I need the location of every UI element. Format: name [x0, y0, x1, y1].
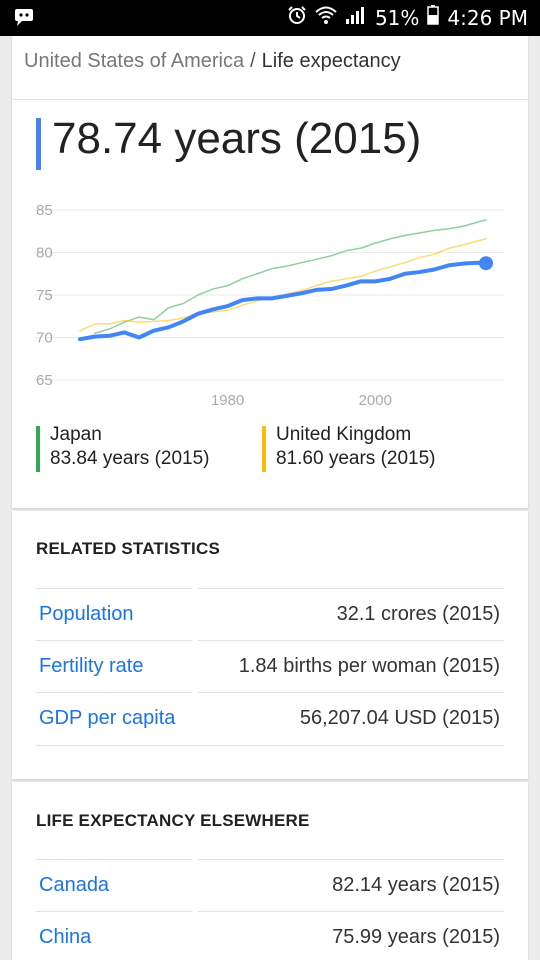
series-line-japan	[94, 219, 487, 334]
alarm-icon	[287, 5, 307, 30]
breadcrumb-separator: /	[250, 50, 256, 72]
life-expectancy-elsewhere-title: LIFE EXPECTANCY ELSEWHERE	[36, 811, 310, 830]
stat-value: 32.1 crores (2015)	[336, 603, 500, 625]
breadcrumb: United States of America / Life expectancy	[24, 50, 401, 73]
y-tick-label: 65	[36, 372, 53, 389]
country-value: 82.14 years (2015)	[332, 874, 500, 896]
status-bar: 51% 4:26 PM	[0, 0, 540, 36]
breadcrumb-topic: Life expectancy	[261, 50, 401, 72]
country-label[interactable]: Canada	[39, 874, 110, 896]
y-tick-label: 85	[36, 202, 53, 219]
series-endpoint-united-states-of-america	[479, 256, 493, 271]
x-tick-label: 2000	[359, 392, 392, 409]
country-value: 75.99 years (2015)	[332, 926, 500, 948]
y-tick-label: 75	[36, 287, 53, 304]
battery-icon	[427, 5, 440, 30]
stat-row-population[interactable]: Population 32.1 crores (2015)	[36, 588, 504, 640]
legend-value: 83.84 years (2015)	[50, 448, 210, 469]
stat-label[interactable]: Population	[39, 603, 134, 625]
stat-label[interactable]: GDP per capita	[39, 707, 176, 729]
signal-icon	[345, 5, 367, 30]
legend-name: United Kingdom	[276, 424, 412, 445]
clock: 4:26 PM	[447, 5, 528, 30]
country-label[interactable]: China	[39, 926, 92, 948]
stat-label[interactable]: Fertility rate	[39, 655, 144, 677]
life-expectancy-chart[interactable]: 65 70 75 80 85 1980 2000	[12, 190, 528, 415]
related-statistics-card	[12, 511, 528, 779]
stat-value: 56,207.04 USD (2015)	[299, 707, 500, 729]
legend-swatch-united-kingdom	[262, 426, 266, 472]
y-tick-label: 70	[36, 330, 53, 347]
legend-swatch-japan	[36, 426, 40, 472]
stat-row-gdp-per-capita[interactable]: GDP per capita 56,207.04 USD (2015)	[36, 692, 504, 744]
divider	[12, 99, 528, 100]
life-expectancy-elsewhere-card	[12, 782, 528, 960]
series-line-united-states-of-america	[78, 260, 488, 342]
headline-accent-bar	[36, 118, 41, 170]
legend-value: 81.60 years (2015)	[276, 448, 436, 469]
x-tick-label: 1980	[211, 392, 244, 409]
stat-value: 1.84 births per woman (2015)	[238, 655, 500, 677]
related-statistics-title: RELATED STATISTICS	[36, 539, 220, 558]
country-row-canada[interactable]: Canada 82.14 years (2015)	[36, 859, 504, 911]
wifi-icon	[315, 5, 337, 30]
divider	[36, 745, 504, 746]
legend-name: Japan	[50, 424, 102, 445]
life-expectancy-value: 78.74 years (2015)	[52, 114, 422, 163]
stat-row-fertility-rate[interactable]: Fertility rate 1.84 births per woman (20…	[36, 640, 504, 692]
battery-percent: 51%	[374, 5, 420, 30]
breadcrumb-country[interactable]: United States of America	[24, 50, 245, 72]
country-row-china[interactable]: China 75.99 years (2015)	[36, 911, 504, 960]
notification-icon	[12, 7, 36, 34]
life-expectancy-card	[12, 36, 528, 508]
y-tick-label: 80	[36, 245, 53, 262]
